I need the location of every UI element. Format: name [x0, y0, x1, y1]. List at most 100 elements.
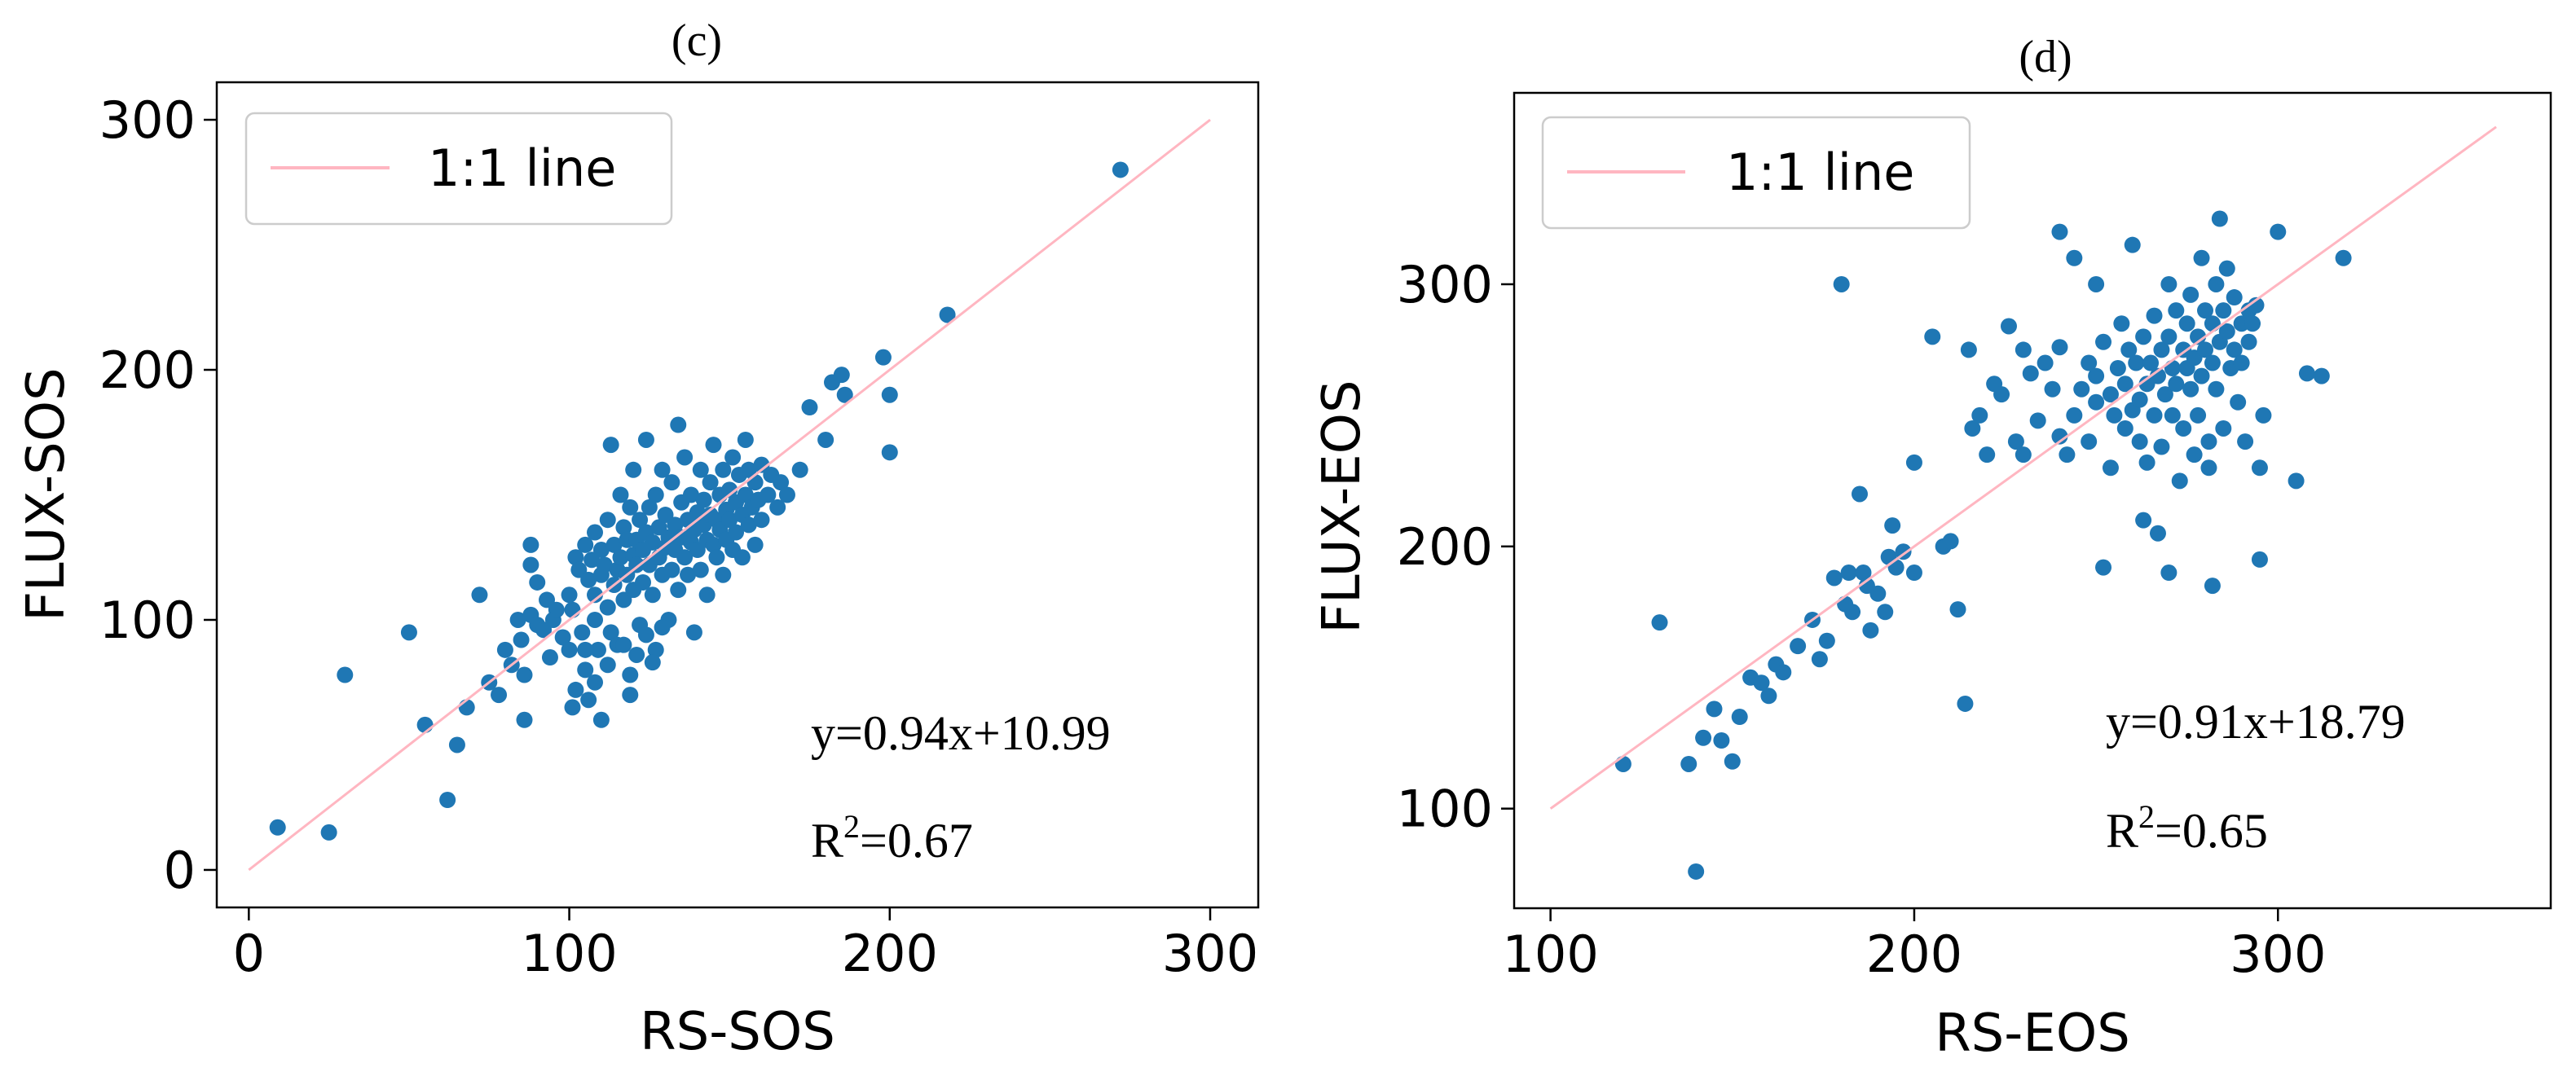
data-point: [2193, 367, 2210, 384]
data-point: [628, 646, 645, 663]
data-point: [2237, 433, 2254, 450]
data-point: [2160, 275, 2177, 292]
scatter-panel-c: (c) 0 100 200 300 0 100 200 300 RS-SOS FLUX-SO…: [16, 15, 1260, 1062]
data-point: [509, 611, 526, 628]
data-point: [1651, 614, 1668, 631]
y-tick-label: 300: [1397, 255, 1493, 314]
data-point: [577, 641, 594, 658]
legend: 1:1 line: [1541, 116, 1971, 230]
data-point: [2131, 433, 2148, 450]
data-point: [2120, 341, 2138, 358]
scatter-points: [1614, 210, 2352, 880]
data-point: [625, 461, 642, 478]
data-point: [2233, 354, 2250, 371]
legend-box: [1541, 116, 1971, 230]
r-squared: R2=0.65: [2106, 798, 2268, 858]
data-point: [564, 601, 581, 618]
data-point: [2186, 446, 2203, 463]
data-point: [2149, 367, 2166, 384]
data-point: [2288, 472, 2305, 490]
data-point: [663, 474, 680, 491]
data-point: [2022, 365, 2039, 382]
data-point: [2230, 393, 2247, 411]
data-point: [698, 586, 716, 604]
data-point: [2051, 428, 2068, 445]
data-point: [2255, 406, 2272, 424]
data-point: [2131, 391, 2148, 408]
data-point: [574, 624, 591, 641]
data-point: [728, 524, 745, 541]
data-point: [529, 573, 546, 591]
data-point: [740, 461, 757, 478]
data-point: [769, 499, 786, 516]
data-point: [2160, 328, 2177, 345]
data-point: [628, 556, 645, 573]
data-point: [2251, 459, 2268, 477]
data-point: [836, 386, 853, 403]
data-point: [2298, 365, 2315, 382]
data-point: [2178, 315, 2195, 332]
data-point: [592, 711, 610, 728]
data-point: [817, 431, 834, 448]
data-point: [2208, 380, 2225, 398]
data-point: [641, 499, 658, 516]
data-point: [2208, 275, 2225, 292]
data-point: [2193, 249, 2210, 266]
data-point: [1949, 601, 1966, 618]
data-point: [1942, 533, 1959, 550]
data-point: [587, 524, 604, 541]
data-point: [2106, 406, 2123, 424]
data-point: [1964, 420, 1981, 437]
data-point: [2204, 354, 2221, 371]
y-axis-label: FLUX-EOS: [1312, 380, 1372, 633]
data-point: [753, 512, 770, 529]
data-point: [599, 599, 616, 616]
data-point: [2113, 315, 2130, 332]
data-point: [1855, 564, 1872, 582]
data-point: [615, 636, 632, 653]
data-point: [760, 486, 777, 503]
data-point: [2102, 386, 2119, 403]
data-point: [471, 586, 488, 604]
data-point: [2218, 260, 2235, 277]
data-point: [2124, 236, 2141, 253]
data-point: [721, 512, 738, 529]
data-point: [622, 499, 639, 516]
data-point: [733, 549, 751, 566]
data-point: [1680, 755, 1698, 772]
data-point: [2044, 380, 2061, 398]
r-squared-symbol: R: [811, 814, 843, 868]
y-axis-label: FLUX-SOS: [16, 367, 77, 622]
data-point: [587, 586, 604, 604]
data-point: [513, 631, 530, 648]
data-point: [2313, 367, 2330, 384]
data-point: [2051, 339, 2068, 356]
data-point: [448, 736, 465, 753]
x-tick-label: 200: [842, 924, 938, 983]
data-point: [1112, 161, 1129, 178]
plot-frame: [215, 81, 1260, 909]
data-point: [663, 561, 680, 578]
data-point: [740, 516, 757, 534]
data-point: [2088, 367, 2105, 384]
data-point: [580, 692, 597, 709]
data-point: [737, 486, 754, 503]
data-point: [2029, 412, 2046, 429]
data-point: [644, 654, 661, 671]
data-point: [2190, 406, 2207, 424]
data-point: [496, 641, 513, 658]
data-point: [2109, 359, 2126, 376]
data-point: [2066, 406, 2083, 424]
data-point: [634, 573, 651, 591]
data-point: [692, 461, 709, 478]
y-tick-label: 0: [164, 841, 196, 900]
data-point: [2251, 551, 2268, 568]
data-point: [320, 824, 337, 841]
one-to-one-line: [248, 118, 1211, 872]
data-point: [2081, 354, 2098, 371]
data-point: [612, 549, 629, 566]
x-tick-label: 300: [2230, 925, 2326, 984]
data-point: [561, 586, 578, 604]
